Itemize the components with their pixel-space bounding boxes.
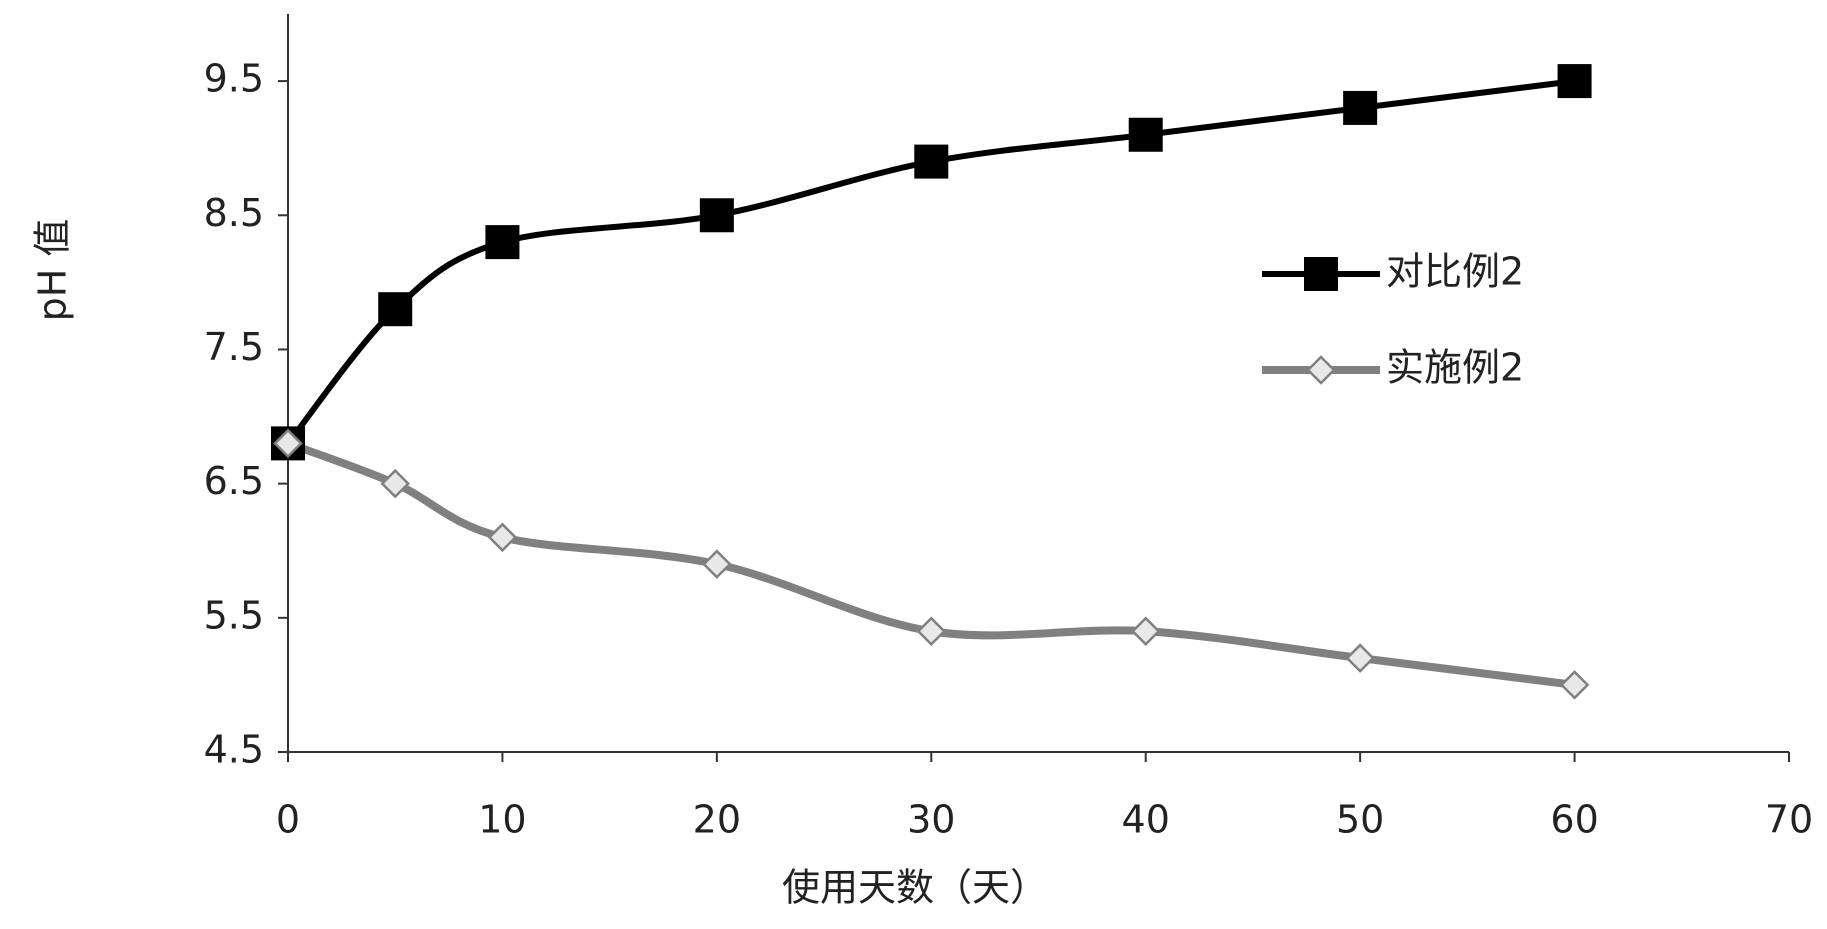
marker	[700, 198, 734, 232]
y-axis-label: pH 值	[31, 219, 75, 322]
marker	[918, 618, 944, 644]
x-axis-label: 使用天数（天）	[782, 866, 1048, 910]
marker	[382, 471, 408, 497]
x-tick-label: 60	[1550, 798, 1598, 842]
marker	[485, 225, 519, 259]
series-line	[288, 81, 1575, 443]
y-tick-label: 8.5	[204, 191, 264, 235]
marker	[1304, 257, 1338, 291]
y-tick-label: 9.5	[204, 57, 264, 101]
legend-label: 对比例2	[1386, 250, 1524, 294]
marker	[489, 524, 515, 550]
marker	[1308, 357, 1334, 383]
marker	[1558, 64, 1592, 98]
series-line	[288, 443, 1575, 685]
marker	[1347, 645, 1373, 671]
marker	[378, 292, 412, 326]
marker	[1133, 618, 1159, 644]
x-tick-label: 70	[1765, 798, 1813, 842]
x-tick-label: 50	[1336, 798, 1384, 842]
x-tick-label: 0	[276, 798, 300, 842]
y-tick-label: 4.5	[204, 728, 264, 772]
marker	[1129, 118, 1163, 152]
marker	[704, 551, 730, 577]
x-tick-label: 10	[478, 798, 526, 842]
y-tick-label: 7.5	[204, 325, 264, 369]
marker	[914, 145, 948, 179]
y-tick-label: 5.5	[204, 593, 264, 637]
legend-label: 实施例2	[1386, 346, 1524, 390]
x-tick-label: 20	[693, 798, 741, 842]
y-tick-label: 6.5	[204, 459, 264, 503]
x-tick-label: 30	[907, 798, 955, 842]
marker	[1343, 91, 1377, 125]
x-tick-label: 40	[1122, 798, 1170, 842]
marker	[1562, 672, 1588, 698]
